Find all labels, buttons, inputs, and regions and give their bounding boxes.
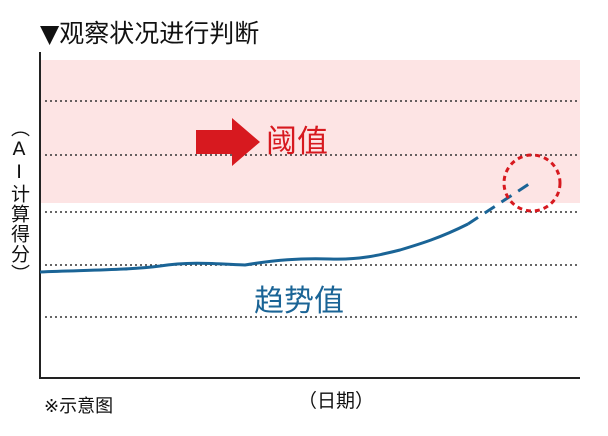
title: ▼观察状况进行判断 — [40, 19, 260, 48]
trend-forecast — [467, 180, 533, 226]
guide-lines — [45, 100, 578, 318]
trend-line — [39, 222, 469, 274]
threshold-zone — [40, 60, 580, 203]
axes — [39, 52, 580, 379]
x-axis-label: （日期） — [298, 390, 375, 412]
crossing-circle — [502, 153, 562, 213]
threshold-label: 阈值 — [266, 124, 328, 160]
y-axis-label: （AI计算得分） — [8, 118, 30, 284]
arrow — [196, 118, 260, 166]
note: ※示意图 — [44, 396, 114, 417]
trend-label: 趋势值 — [254, 284, 344, 319]
